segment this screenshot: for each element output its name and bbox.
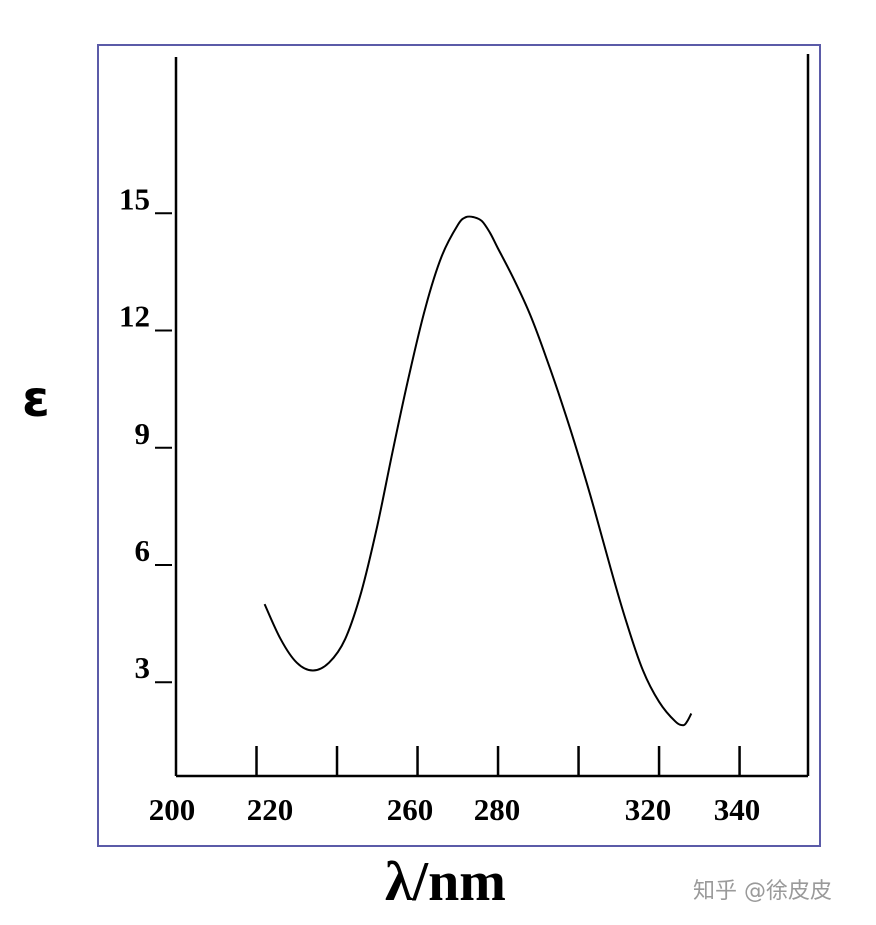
x-axis-label: λ/nm [385,851,506,913]
axes [174,54,810,778]
watermark: 知乎 @徐皮皮 [693,879,832,904]
y-tick-label: 9 [135,416,151,451]
x-tick-label: 340 [714,792,761,827]
x-tick-label: 200 [149,792,196,827]
y-axis-label: ε [22,370,50,428]
series-group [263,215,693,727]
series-line [263,215,693,727]
x-ticks: 200 220 260 280 320 340 [149,746,761,827]
y-tick-label: 6 [135,533,151,568]
y-tick-label: 15 [119,181,150,216]
x-tick-label: 260 [387,792,434,827]
y-tick-label: 12 [119,299,150,334]
x-tick-label: 220 [247,792,294,827]
y-tick-label: 3 [135,650,151,685]
chart-frame [97,44,821,847]
x-tick-label: 280 [474,792,521,827]
y-ticks: 3 6 9 12 15 [119,181,172,685]
x-tick-label: 320 [625,792,672,827]
